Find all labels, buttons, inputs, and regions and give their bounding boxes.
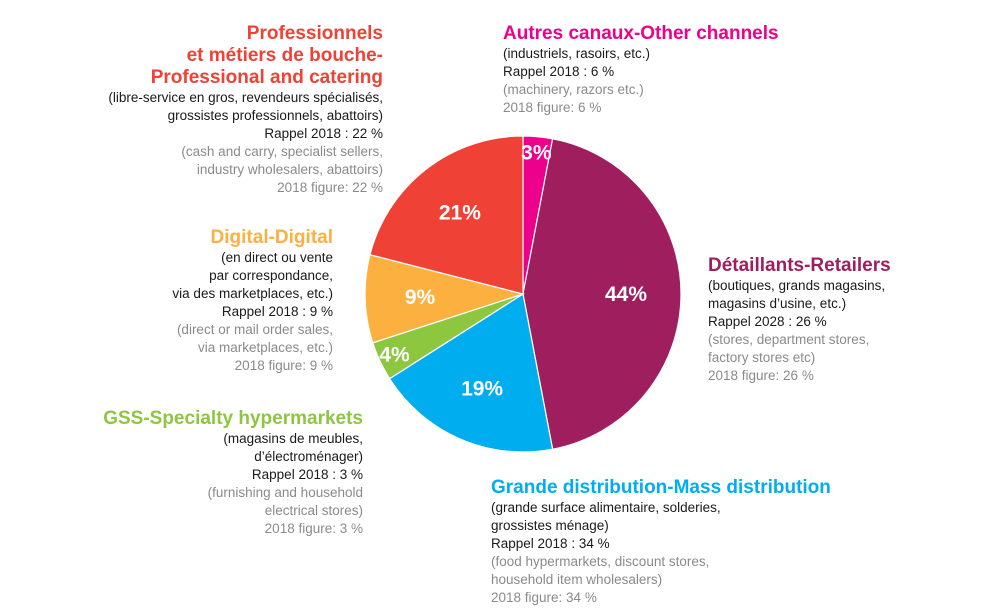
annotation-line-fr: magasins d’usine, etc.)	[708, 296, 847, 311]
annotation-line-fr: Rappel 2018 : 6 %	[503, 64, 615, 79]
slice-label-mass: 19%	[461, 378, 503, 401]
annotation-mass: Grande distribution-Mass distribution (gr…	[491, 477, 831, 607]
slice-label-pro: 21%	[439, 202, 481, 225]
annotation-line-en: household item wholesalers)	[491, 572, 663, 587]
annotation-line-fr: grossistes professionnels, abattoirs)	[167, 108, 383, 123]
annotation-line-fr: Rappel 2018 : 9 %	[221, 304, 333, 319]
annotation-line-fr: (magasins de meubles,	[223, 431, 363, 446]
pie-slice-digital	[364, 253, 526, 344]
annotation-line-fr: Rappel 2028 : 26 %	[708, 314, 827, 329]
annotation-line-fr: (grande surface alimentaire, solderies,	[491, 500, 721, 515]
annotation-digital: Digital-Digital (en direct ou vente par co…	[172, 227, 333, 375]
annotation-line-en: (food hypermarkets, discount stores,	[491, 554, 710, 569]
slice-label-digital: 9%	[405, 286, 436, 309]
annotation-line-fr: (boutiques, grands magasins,	[708, 278, 886, 293]
annotation-line-fr: Rappel 2018 : 22 %	[264, 126, 383, 141]
annotation-title: Digital-Digital	[210, 227, 333, 248]
annotation-line-en: 2018 figure: 26 %	[708, 368, 814, 383]
annotation-title: Grande distribution-Mass distribution	[491, 477, 831, 498]
annotation-line-fr: (en direct ou vente	[221, 250, 333, 265]
annotation-line-en: (furnishing and household	[207, 485, 363, 500]
annotation-line-en: 2018 figure: 34 %	[491, 590, 597, 605]
annotation-line-en: 2018 figure: 9 %	[234, 358, 333, 373]
annotation-line-en: industry wholesalers, abattoirs)	[196, 162, 383, 177]
annotation-title: Autres canaux-Other channels	[503, 23, 779, 44]
annotation-pro: Professionnels et métiers de bouche- Profe…	[108, 23, 383, 197]
annotation-line-en: (stores, department stores,	[708, 332, 870, 347]
annotation-line-en: electrical stores)	[264, 503, 363, 518]
annotation-line-en: factory stores etc)	[708, 350, 816, 365]
annotation-line-fr: via des marketplaces, etc.)	[172, 286, 333, 301]
slice-label-gss: 4%	[379, 343, 410, 366]
annotation-title: GSS-Specialty hypermarkets	[103, 408, 363, 429]
annotation-line-fr: grossistes ménage)	[491, 518, 609, 533]
annotation-line-fr: (industriels, rasoirs, etc.)	[503, 46, 651, 61]
annotation-line-fr: par correspondance,	[209, 268, 333, 283]
annotation-title: Professional and catering	[150, 67, 383, 88]
annotation-line-fr: (libre-service en gros, revendeurs spéci…	[108, 90, 383, 105]
annotation-line-en: 2018 figure: 22 %	[277, 180, 383, 195]
pie-slice-pro	[369, 135, 524, 295]
annotation-line-en: via marketplaces, etc.)	[197, 340, 333, 355]
annotation-title: et métiers de bouche-	[186, 45, 383, 66]
annotation-line-en: (cash and carry, specialist sellers,	[181, 144, 383, 159]
annotation-gss: GSS-Specialty hypermarkets (magasins de m…	[103, 408, 363, 538]
annotation-line-en: 2018 figure: 6 %	[503, 100, 602, 115]
annotation-line-fr: Rappel 2018 : 3 %	[251, 467, 363, 482]
annotation-line-en: (direct or mail order sales,	[176, 322, 333, 337]
annotation-line-fr: d’électroménager)	[254, 449, 363, 464]
annotation-retailers: Détaillants-Retailers (boutiques, grands …	[708, 255, 891, 385]
annotation-line-en: (machinery, razors etc.)	[503, 82, 644, 97]
annotation-line-fr: Rappel 2018 : 34 %	[491, 536, 610, 551]
slice-label-other: 3%	[521, 142, 552, 165]
annotation-line-en: 2018 figure: 3 %	[264, 521, 363, 536]
slice-label-retailers: 44%	[605, 283, 647, 306]
annotation-title: Détaillants-Retailers	[708, 255, 891, 276]
pie-slice-mass	[388, 293, 554, 453]
annotation-title: Professionnels	[246, 23, 383, 44]
pie-slice-retailers	[522, 138, 682, 450]
annotation-other: Autres canaux-Other channels (industriels…	[503, 23, 779, 117]
